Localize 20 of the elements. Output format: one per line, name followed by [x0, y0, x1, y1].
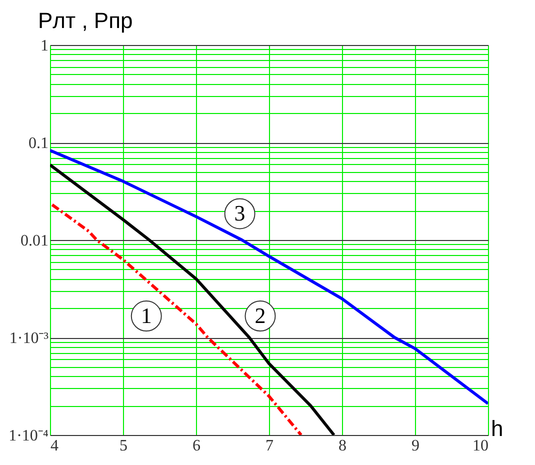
annotation: 2: [254, 303, 266, 328]
x-tick-label: 8: [338, 438, 346, 454]
y-axis-title: Pлт , Pпр: [38, 8, 133, 33]
annotation: 3: [234, 200, 246, 226]
x-tick-label: 5: [120, 438, 128, 454]
y-tick-label: 0.01: [20, 232, 48, 250]
y-tick-label: 1: [40, 38, 48, 54]
x-tick-label: 10: [472, 438, 488, 454]
x-tick-label: 9: [412, 438, 420, 454]
line-series: [50, 163, 336, 435]
y-tick-label: 1·10⁻³: [9, 330, 49, 347]
annotation: 1: [140, 303, 152, 328]
line-series: [50, 203, 303, 435]
line-series: [50, 148, 488, 406]
x-tick-label: 7: [266, 438, 274, 454]
y-tick-label: 1·10⁻⁴: [8, 428, 49, 444]
y-tick-label: 0.1: [28, 135, 48, 152]
x-tick-label: 4: [50, 438, 58, 454]
x-tick-label: 6: [192, 438, 200, 454]
x-axis-title: h: [491, 416, 504, 441]
